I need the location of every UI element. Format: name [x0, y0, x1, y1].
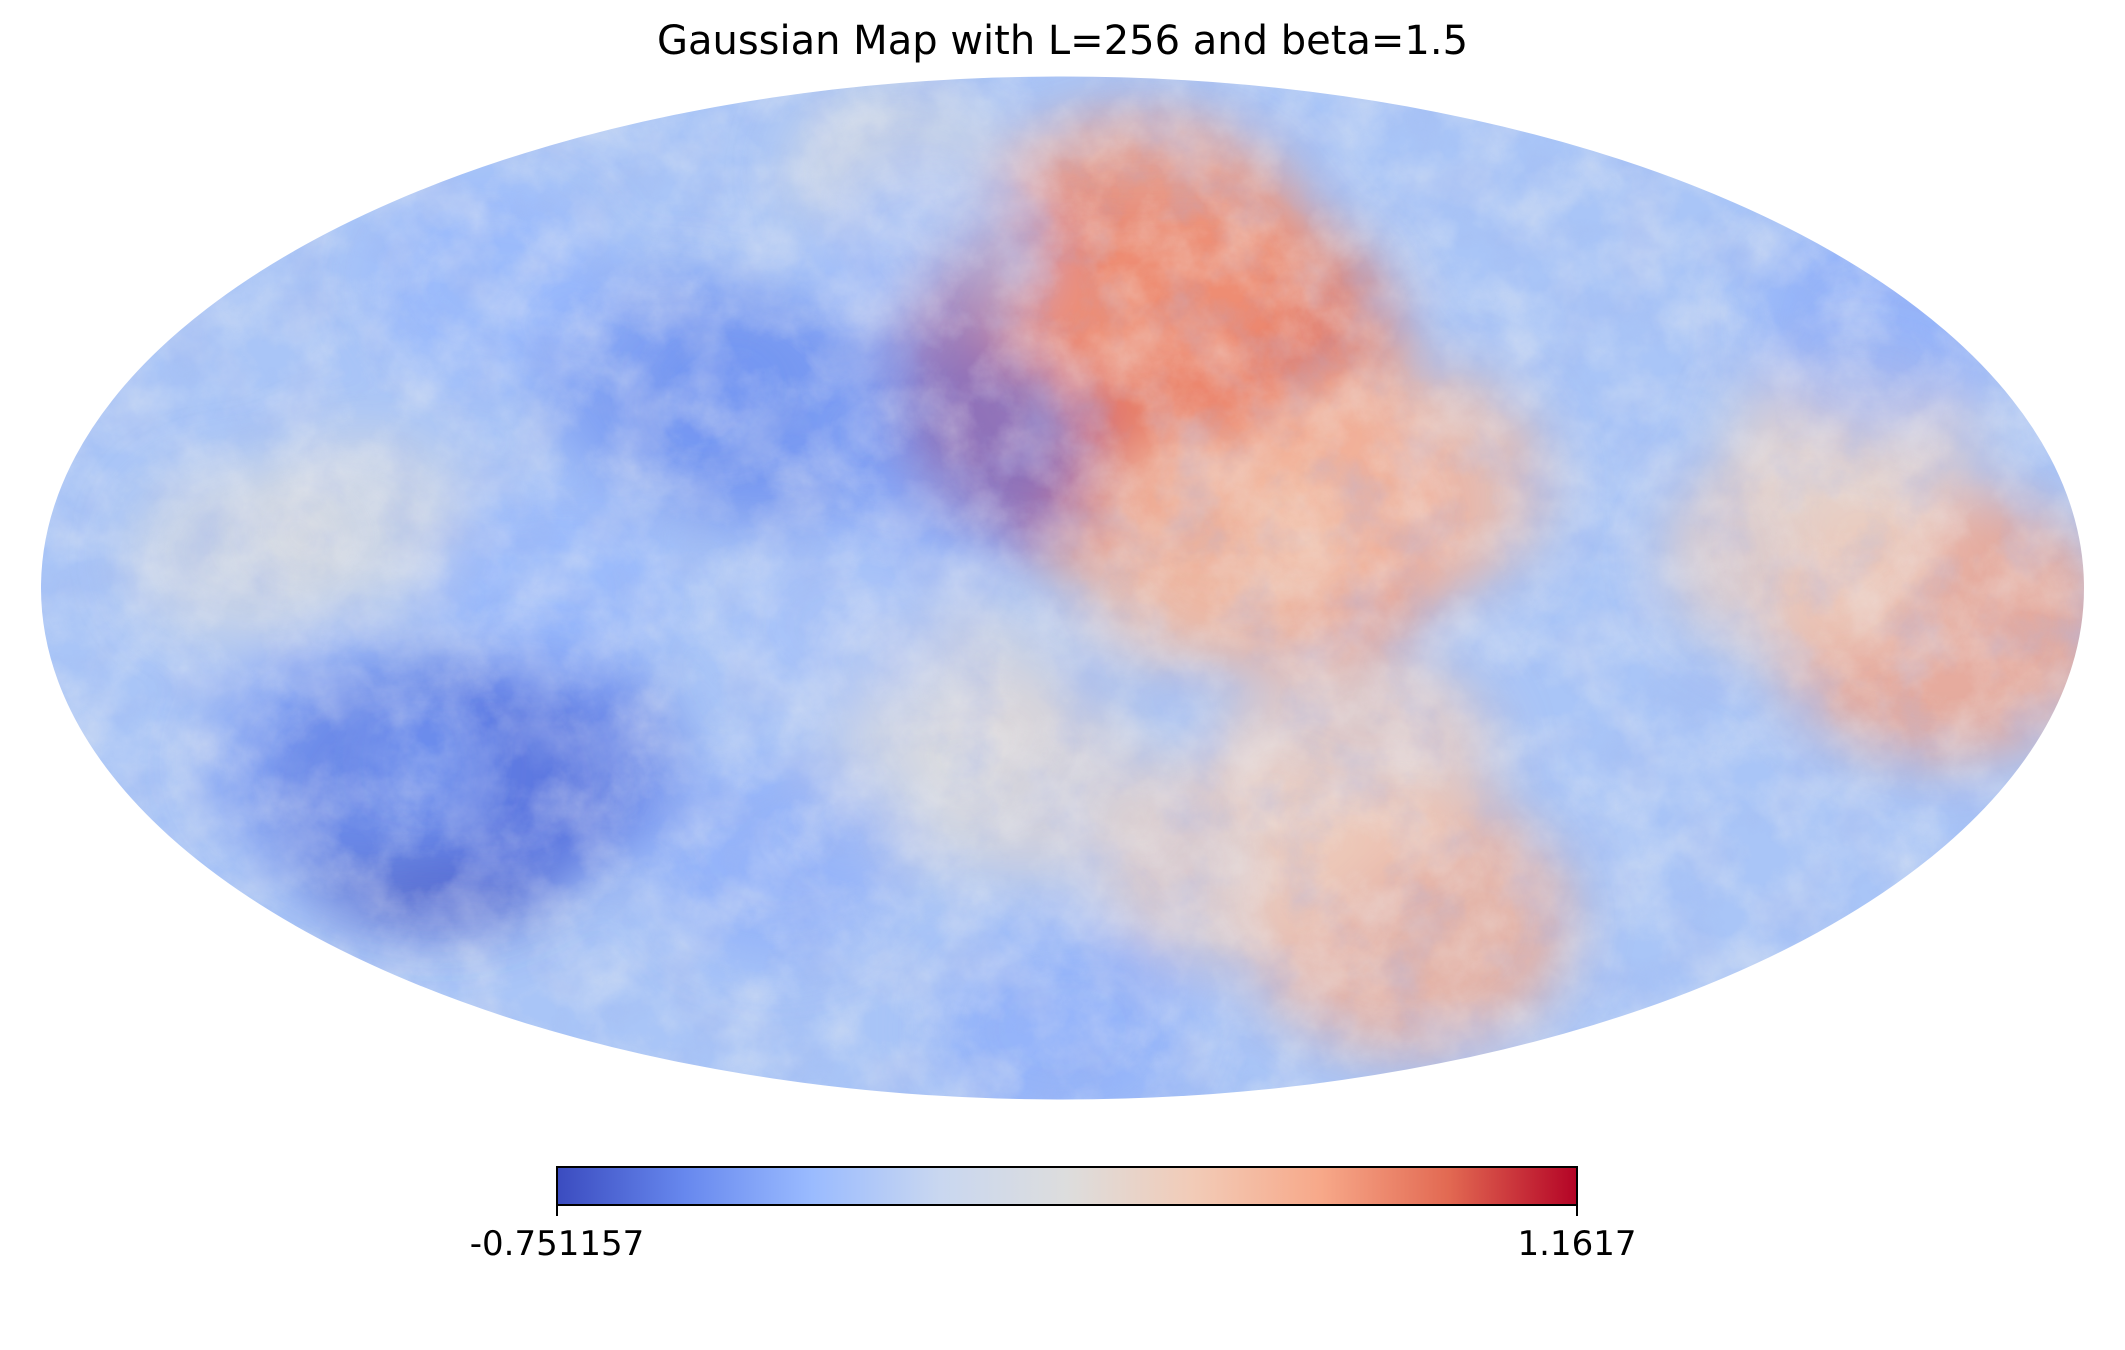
map-texture: [40, 76, 2085, 1100]
map-outline: [40, 75, 2085, 1101]
colorbar-min-label: -0.751157: [469, 1224, 645, 1264]
chart-title: Gaussian Map with L=256 and beta=1.5: [656, 18, 1469, 64]
mollweide-map: [40, 75, 2085, 1101]
colorbar-max-label: 1.1617: [1517, 1224, 1637, 1264]
colorbar-max-tick: [1576, 1206, 1578, 1216]
colorbar-min-tick: [556, 1206, 558, 1216]
colorbar: [556, 1166, 1578, 1206]
colorbar-gradient: [558, 1168, 1576, 1204]
